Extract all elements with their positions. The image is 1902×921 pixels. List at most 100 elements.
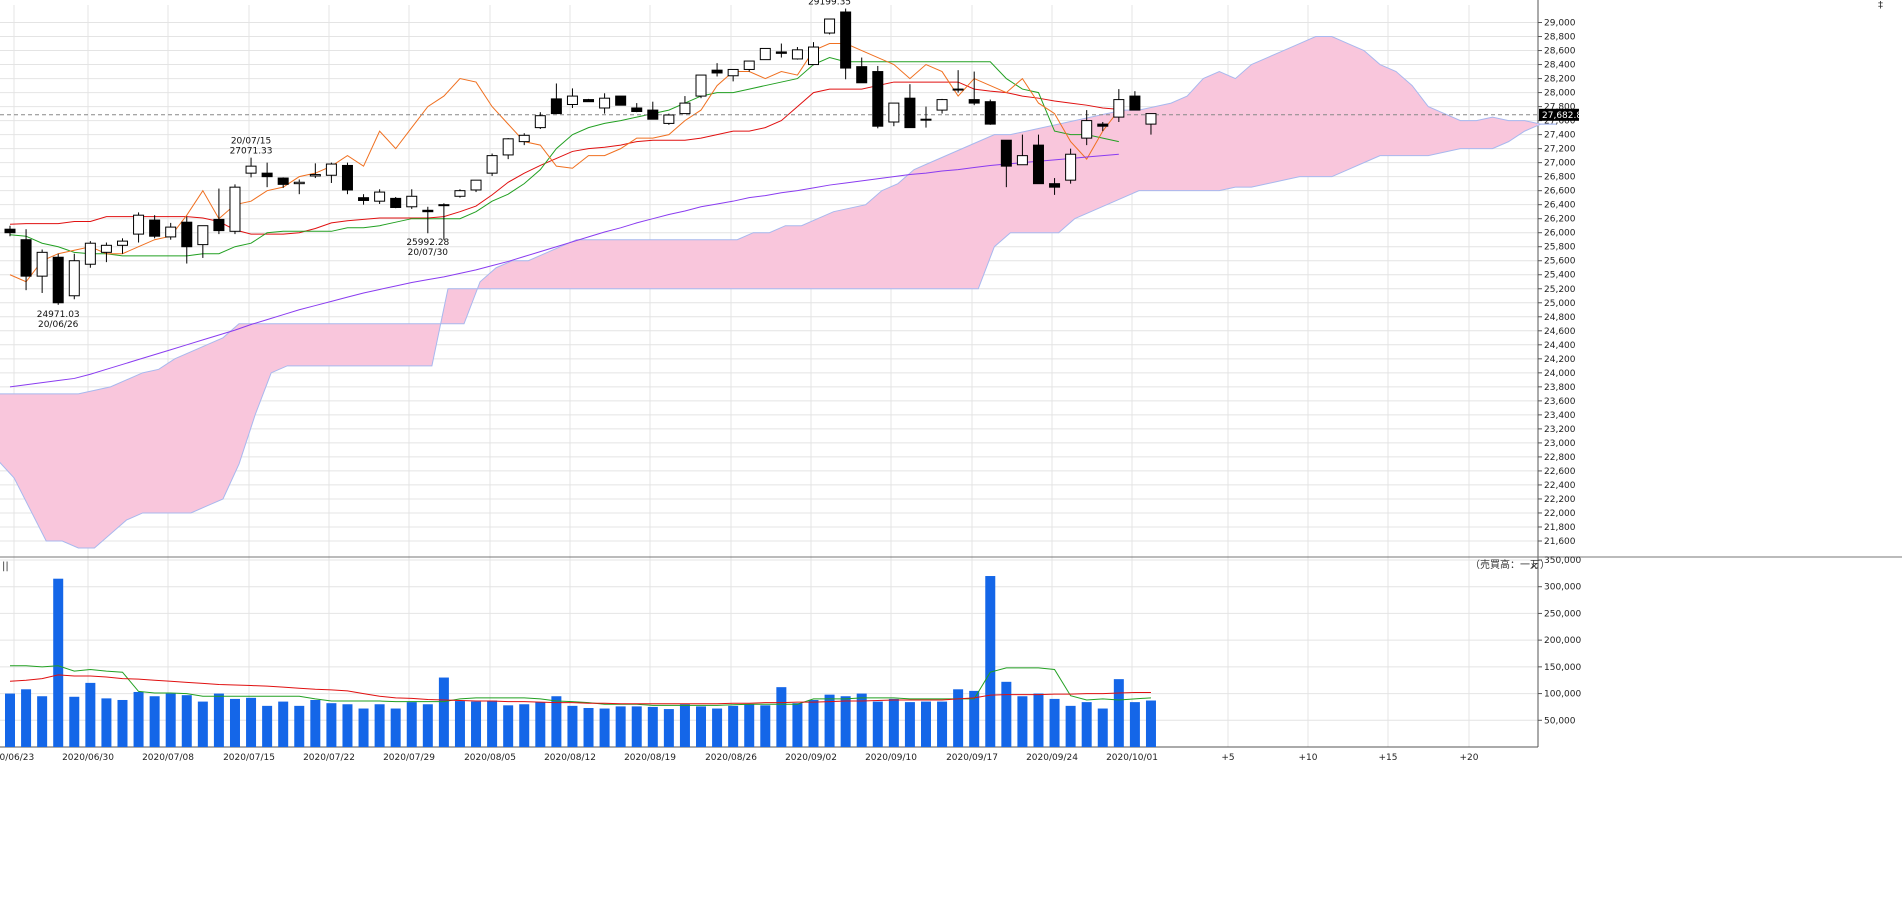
series-line-4 — [9, 153, 1119, 388]
candle — [743, 60, 755, 72]
annotation-value: 27071.33 — [230, 147, 273, 157]
volume-bar — [406, 702, 417, 747]
candle-body — [615, 95, 627, 106]
x-tick-label: +10 — [1299, 753, 1318, 763]
candle-body — [100, 244, 112, 253]
volume-bar — [663, 709, 674, 747]
x-tick-label: +15 — [1379, 753, 1398, 763]
volume-bars — [5, 576, 1156, 747]
volume-bar — [213, 693, 224, 747]
candle — [968, 71, 980, 106]
candle — [341, 162, 353, 195]
candle-body — [454, 190, 466, 197]
volume-bar — [969, 690, 980, 747]
candle — [1145, 113, 1157, 135]
candle-body — [309, 174, 321, 177]
volume-bar — [1001, 681, 1012, 747]
candle — [1032, 134, 1044, 185]
x-tick-label: 2020/06/30 — [62, 753, 114, 763]
volume-bar — [422, 704, 433, 747]
candle-body — [165, 226, 177, 238]
candle — [502, 138, 514, 160]
volume-bar — [117, 699, 128, 747]
y-tick-label: 22,000 — [1544, 509, 1576, 519]
candle-body — [502, 138, 514, 156]
candle — [1081, 110, 1093, 146]
scroll-icon[interactable]: ‡ — [1878, 0, 1883, 11]
candle-body — [1065, 153, 1077, 181]
candle-body — [872, 71, 884, 127]
volume-bar — [567, 705, 578, 747]
close-icon[interactable]: × — [1530, 561, 1538, 572]
volume-y-tick-label: 50,000 — [1544, 716, 1576, 726]
y-tick-label: 25,600 — [1544, 257, 1576, 267]
candle-body — [293, 181, 305, 185]
volume-bar — [69, 696, 80, 747]
volume-bar — [5, 693, 15, 747]
volume-bar — [744, 704, 755, 747]
candle — [133, 212, 145, 243]
x-tick-label: 2020/08/19 — [624, 753, 676, 763]
candle — [534, 112, 546, 130]
y-tick-label: 26,400 — [1544, 201, 1576, 211]
candle-body — [36, 251, 48, 277]
y-tick-label: 23,600 — [1544, 397, 1576, 407]
volume-bar — [824, 694, 835, 747]
candle-body — [422, 209, 434, 213]
candle — [277, 177, 289, 188]
volume-bar — [872, 701, 883, 747]
candle — [727, 68, 739, 82]
candle-body — [679, 102, 691, 115]
candle-body — [631, 107, 643, 112]
candle — [293, 179, 305, 195]
volume-bar — [37, 696, 48, 747]
candle-body — [550, 98, 562, 115]
candle — [1097, 122, 1109, 132]
candle-body — [116, 240, 128, 246]
x-tick-label: +5 — [1221, 753, 1234, 763]
candle-body — [229, 186, 241, 232]
candle-body — [743, 60, 755, 70]
volume-bar — [519, 704, 530, 747]
y-tick-label: 27,200 — [1544, 145, 1576, 155]
candle-body — [277, 177, 289, 185]
last-price-tag — [1539, 108, 1579, 121]
series-line-1 — [9, 81, 1119, 235]
volume-bar — [920, 701, 931, 747]
volume-bar — [85, 682, 96, 747]
candle — [920, 106, 932, 128]
ichimoku-cloud — [0, 36, 1557, 549]
indicator-lines — [0, 43, 1538, 388]
volume-bar — [856, 693, 867, 747]
volume-bar — [679, 704, 690, 747]
y-tick-label: 28,600 — [1544, 47, 1576, 57]
candle-body — [824, 18, 836, 34]
labels-layer: 21,600 21,800 22,000 22,200 22,400 22,600 22,8… — [0, 0, 1883, 763]
candle — [518, 133, 530, 146]
volume-bar — [374, 704, 385, 747]
y-tick-label: 23,800 — [1544, 383, 1576, 393]
volume-bar — [535, 702, 546, 747]
cloud-span1-line — [0, 36, 1557, 395]
volume-unit-label: （売買高：一万） — [1470, 558, 1550, 571]
panel-handle-icon[interactable]: || — [2, 561, 9, 572]
volume-bar — [503, 705, 514, 747]
candle-body — [406, 195, 418, 208]
candle-body — [1129, 95, 1141, 111]
volume-bar — [326, 703, 337, 747]
volume-bar — [310, 699, 321, 747]
candle — [4, 225, 16, 237]
y-tick-label: 26,200 — [1544, 215, 1576, 225]
candle — [197, 225, 209, 258]
candle — [309, 163, 321, 179]
y-tick-label: 22,400 — [1544, 481, 1576, 491]
cloud-span2-line — [0, 123, 1557, 549]
candle — [695, 74, 707, 99]
y-tick-label: 25,200 — [1544, 285, 1576, 295]
volume-bar — [760, 705, 771, 747]
candle-body — [181, 221, 193, 248]
annotation-value: 25992.28 — [406, 238, 449, 248]
candle — [952, 70, 964, 93]
candle-body — [711, 69, 723, 74]
